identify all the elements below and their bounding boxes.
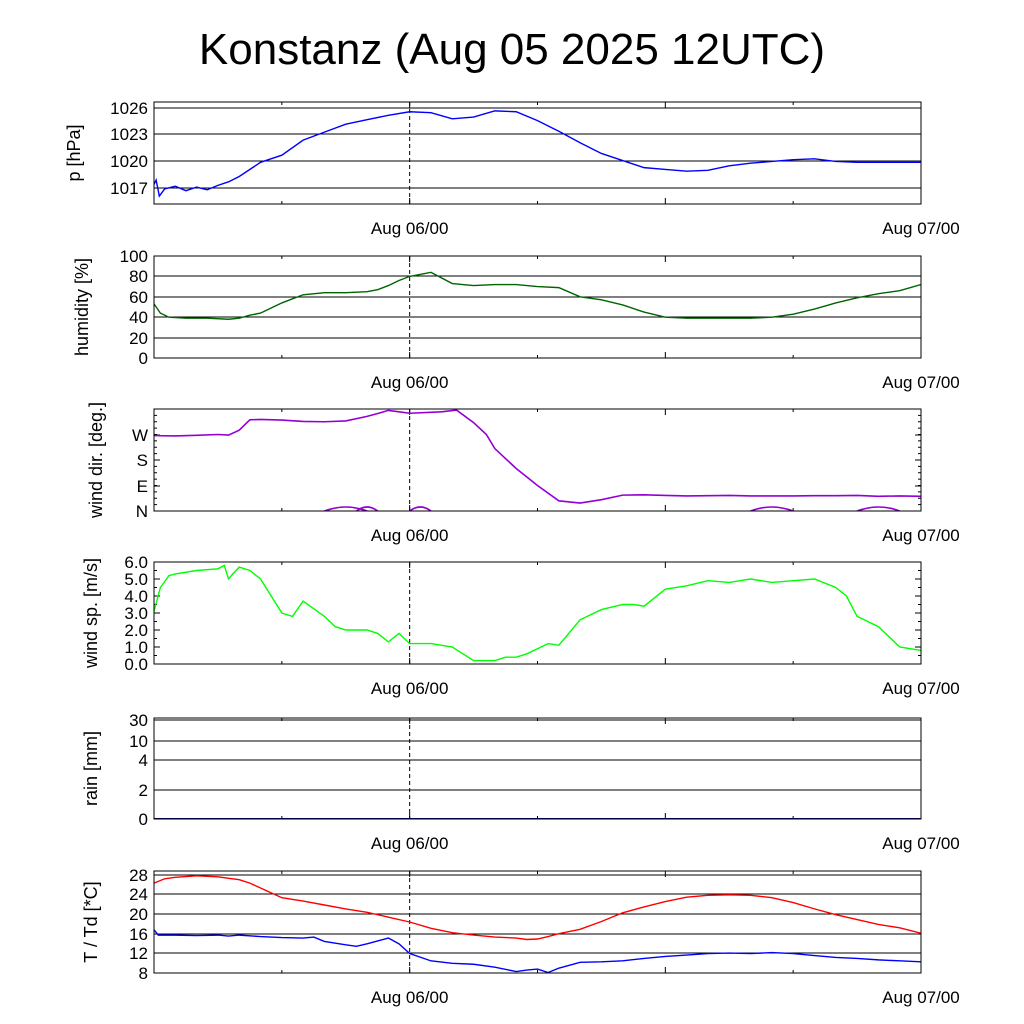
- y-tick-label: 8: [139, 964, 148, 983]
- series-line: [409, 506, 432, 511]
- y-tick-label: E: [137, 477, 148, 496]
- plot-frame: [153, 255, 922, 359]
- y-tick-label: 1.0: [124, 638, 148, 657]
- y-tick-label: 40: [129, 308, 148, 327]
- y-tick-label: 0.0: [124, 655, 148, 674]
- y-tick-label: 0: [139, 810, 148, 829]
- y-tick-label: S: [137, 451, 148, 470]
- y-axis-label: humidity [%]: [72, 258, 92, 356]
- y-tick-label: 2.0: [124, 621, 148, 640]
- series-group: [154, 409, 921, 511]
- y-axis-label: wind dir. [deg.]: [86, 402, 106, 519]
- plot-frame: [153, 870, 922, 974]
- x-tick-label: Aug 07/00: [882, 526, 960, 545]
- y-axis-label: wind sp. [m/s]: [81, 558, 101, 669]
- series-line: [856, 506, 900, 511]
- y-tick-label: 80: [129, 267, 148, 286]
- y-tick-label: 28: [129, 866, 148, 885]
- series-line: [154, 271, 921, 320]
- x-tick-label: Aug 07/00: [882, 679, 960, 698]
- y-tick-label: 16: [129, 925, 148, 944]
- y-tick-label: 10: [129, 732, 148, 751]
- y-tick-label: 6.0: [124, 553, 148, 572]
- y-tick-label: 1020: [110, 152, 148, 171]
- y-tick-label: 1026: [110, 99, 148, 118]
- y-tick-label: 3.0: [124, 604, 148, 623]
- y-tick-label: 100: [120, 247, 148, 266]
- y-tick-label: 20: [129, 905, 148, 924]
- plot-frame: [153, 561, 922, 665]
- series-group: [154, 271, 921, 320]
- y-axis-label: T / Td [*C]: [81, 881, 101, 962]
- plot-frame: [153, 717, 922, 820]
- series-group: [154, 564, 921, 662]
- series-line: [154, 929, 921, 973]
- x-tick-label: Aug 06/00: [371, 526, 449, 545]
- plot-frame: [153, 101, 922, 205]
- y-tick-label: 60: [129, 288, 148, 307]
- x-tick-label: Aug 06/00: [371, 834, 449, 853]
- y-tick-label: 1023: [110, 125, 148, 144]
- y-tick-label: 5.0: [124, 570, 148, 589]
- y-tick-label: 30: [129, 711, 148, 730]
- y-tick-label: 1017: [110, 179, 148, 198]
- x-tick-label: Aug 06/00: [371, 219, 449, 238]
- series-line: [355, 506, 379, 511]
- series-line: [154, 409, 921, 504]
- chart-title: Konstanz (Aug 05 2025 12UTC): [198, 25, 826, 74]
- series-group: [154, 875, 921, 941]
- y-axis-label: rain [mm]: [81, 731, 101, 806]
- series-group: [154, 929, 921, 973]
- series-line: [154, 110, 921, 198]
- plot-frame: [153, 408, 922, 512]
- y-tick-label: 2: [139, 781, 148, 800]
- y-tick-label: 0: [139, 349, 148, 368]
- y-axis-label: p [hPa]: [64, 124, 84, 181]
- y-tick-label: 12: [129, 944, 148, 963]
- x-tick-label: Aug 07/00: [882, 373, 960, 392]
- series-line: [750, 506, 794, 511]
- series-line: [154, 875, 921, 941]
- x-tick-label: Aug 07/00: [882, 834, 960, 853]
- y-tick-label: 24: [129, 885, 148, 904]
- series-line: [154, 564, 921, 662]
- y-tick-label: N: [136, 502, 148, 521]
- x-tick-label: Aug 06/00: [371, 373, 449, 392]
- series-group: [154, 110, 921, 198]
- y-tick-label: 4.0: [124, 587, 148, 606]
- x-tick-label: Aug 07/00: [882, 988, 960, 1007]
- y-tick-label: 4: [139, 751, 148, 770]
- y-tick-label: 20: [129, 329, 148, 348]
- y-tick-label: W: [132, 426, 148, 445]
- x-tick-label: Aug 06/00: [371, 679, 449, 698]
- series-line: [324, 506, 368, 511]
- x-tick-label: Aug 07/00: [882, 219, 960, 238]
- x-tick-label: Aug 06/00: [371, 988, 449, 1007]
